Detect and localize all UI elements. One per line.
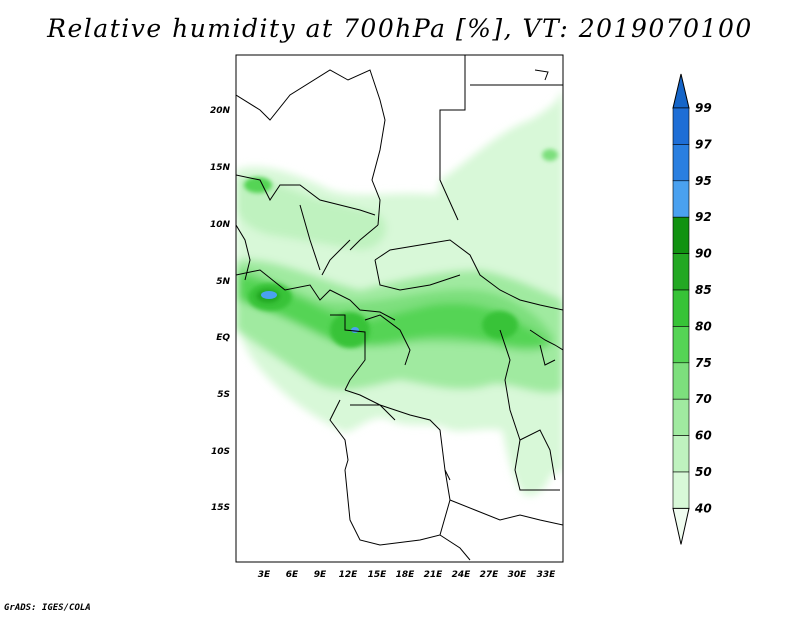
colorbar-segment bbox=[672, 144, 690, 182]
colorbar-label: 70 bbox=[695, 392, 712, 406]
colorbar-segment bbox=[672, 289, 690, 327]
lon-label: 18E bbox=[396, 570, 416, 580]
colorbar-label: 75 bbox=[695, 356, 712, 370]
colorbar-cap-top bbox=[672, 73, 690, 109]
map-title: Relative humidity at 700hPa [%], VT: 201… bbox=[47, 14, 753, 43]
country-borders bbox=[236, 55, 563, 561]
colorbar-segment bbox=[672, 326, 690, 364]
lon-label: 12E bbox=[339, 570, 359, 580]
colorbar-label: 85 bbox=[695, 283, 712, 297]
lon-label: 21E bbox=[424, 570, 444, 580]
lon-label: 24E bbox=[452, 570, 472, 580]
colorbar-segment bbox=[672, 180, 690, 218]
colorbar: 99 97 95 92 90 85 80 75 70 60 50 40 bbox=[672, 73, 712, 545]
lon-label: 15E bbox=[368, 570, 388, 580]
humidity-field bbox=[236, 90, 563, 496]
colorbar-cap-bottom bbox=[672, 507, 690, 545]
colorbar-label: 92 bbox=[695, 210, 712, 224]
longitude-labels: 3E 6E 9E 12E 15E 18E 21E 24E 27E 30E 33E bbox=[258, 570, 556, 580]
lat-label: 15S bbox=[211, 503, 230, 513]
lon-label: 9E bbox=[314, 570, 327, 580]
lon-label: 33E bbox=[537, 570, 557, 580]
colorbar-label: 50 bbox=[695, 465, 712, 479]
colorbar-segment bbox=[672, 435, 690, 473]
lat-label: 5S bbox=[217, 390, 230, 400]
latitude-labels: 20N 15N 10N 5N EQ 5S 10S 15S bbox=[210, 106, 231, 513]
colorbar-label: 40 bbox=[694, 501, 712, 515]
lat-label: 15N bbox=[210, 163, 231, 173]
lon-label: 30E bbox=[508, 570, 528, 580]
lat-label: 10N bbox=[210, 220, 231, 230]
lat-label: EQ bbox=[216, 333, 230, 343]
lat-label: 20N bbox=[210, 106, 231, 116]
colorbar-label: 80 bbox=[695, 319, 712, 333]
lon-label: 27E bbox=[480, 570, 500, 580]
lon-label: 6E bbox=[286, 570, 299, 580]
lat-label: 5N bbox=[216, 277, 230, 287]
colorbar-segment bbox=[672, 253, 690, 291]
colorbar-segment bbox=[672, 107, 690, 145]
colorbar-segment bbox=[672, 216, 690, 254]
colorbar-label: 60 bbox=[695, 429, 712, 443]
colorbar-label: 97 bbox=[695, 137, 712, 151]
colorbar-label: 99 bbox=[695, 101, 712, 115]
colorbar-label: 95 bbox=[695, 174, 712, 188]
colorbar-segment bbox=[672, 398, 690, 436]
colorbar-label: 90 bbox=[695, 247, 712, 261]
lon-label: 3E bbox=[258, 570, 271, 580]
colorbar-segment bbox=[672, 471, 690, 509]
map-frame bbox=[235, 54, 564, 563]
lat-label: 10S bbox=[211, 447, 230, 457]
colorbar-segment bbox=[672, 362, 690, 400]
grads-credit: GrADS: IGES/COLA bbox=[4, 603, 91, 613]
